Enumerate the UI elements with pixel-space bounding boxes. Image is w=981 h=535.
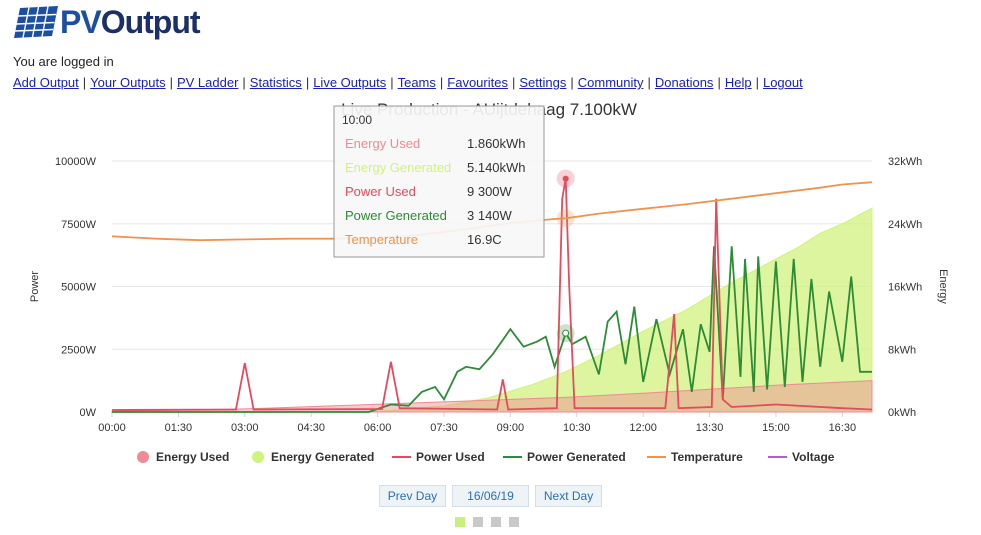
x-tick-label: 00:00 xyxy=(98,422,126,434)
nav-favourites[interactable]: Favourites xyxy=(447,75,508,90)
legend-symbol xyxy=(252,451,264,463)
nav-pv-ladder[interactable]: PV Ladder xyxy=(176,75,239,90)
pvoutput-logo[interactable]: PVOutput xyxy=(12,4,201,40)
x-tick-label: 13:30 xyxy=(696,422,724,434)
x-tick-label: 03:00 xyxy=(231,422,259,434)
nav-live-outputs[interactable]: Live Outputs xyxy=(313,75,387,90)
tooltip-value: 16.9C xyxy=(467,232,502,247)
next-day-button[interactable]: Next Day xyxy=(534,485,603,507)
x-tick-label: 09:00 xyxy=(497,422,525,434)
x-tick-label: 10:30 xyxy=(563,422,591,434)
view-selector xyxy=(455,517,519,527)
nav-logout[interactable]: Logout xyxy=(762,75,803,90)
legend-item: Power Generated xyxy=(527,450,626,464)
tooltip-label: Energy Generated xyxy=(345,160,451,175)
view-dot-3[interactable] xyxy=(491,517,501,527)
login-status: You are logged in xyxy=(13,54,114,69)
view-dot-1[interactable] xyxy=(455,517,465,527)
tooltip-value: 5.140kWh xyxy=(467,160,526,175)
tooltip-label: Power Used xyxy=(345,184,416,199)
view-dot-2[interactable] xyxy=(473,517,483,527)
nav-add-output[interactable]: Add Output xyxy=(13,75,79,90)
x-tick-label: 01:30 xyxy=(165,422,193,434)
day-pager: Prev Day 16/06/19 Next Day xyxy=(0,485,981,507)
y2-axis-title: Energy xyxy=(937,269,949,304)
hover-halo-temperature xyxy=(556,209,575,228)
prev-day-button[interactable]: Prev Day xyxy=(378,485,447,507)
x-tick-label: 12:00 xyxy=(629,422,657,434)
tooltip-value: 9 300W xyxy=(467,184,513,199)
tooltip-value: 1.860kWh xyxy=(467,136,526,151)
live-production-chart: 0W 2500W 5000W 7500W 10000W 0kWh 8kWh 16kWh 24kW… xyxy=(29,100,949,464)
current-date: 16/06/19 xyxy=(452,485,529,507)
y-tick-label: 5000W xyxy=(61,282,96,294)
tooltip-label: Temperature xyxy=(345,232,418,247)
nav-settings[interactable]: Settings xyxy=(519,75,567,90)
legend-symbol xyxy=(137,451,149,463)
y-tick-label: 7500W xyxy=(61,219,96,231)
nav-your-outputs[interactable]: Your Outputs xyxy=(90,75,166,90)
nav-teams[interactable]: Teams xyxy=(397,75,436,90)
x-tick-label: 15:00 xyxy=(762,422,790,434)
nav-help[interactable]: Help xyxy=(724,75,752,90)
y-tick-label: 0W xyxy=(80,407,97,419)
x-tick-label: 04:30 xyxy=(297,422,325,434)
tooltip-label: Energy Used xyxy=(345,136,420,151)
y2-tick-label: 8kWh xyxy=(888,344,916,356)
nav-donations[interactable]: Donations xyxy=(654,75,714,90)
x-tick-label: 06:00 xyxy=(364,422,392,434)
solar-panel-icon xyxy=(14,6,58,38)
tooltip-label: Power Generated xyxy=(345,208,447,223)
legend-item: Energy Generated xyxy=(271,450,374,464)
logo-text: PVOutput xyxy=(60,4,201,40)
main-nav: Add Output | Your Outputs | PV Ladder | Statis… xyxy=(13,75,803,90)
y-axis-title: Power xyxy=(29,271,41,303)
legend-item: Power Used xyxy=(416,450,485,464)
y2-tick-label: 0kWh xyxy=(888,407,916,419)
y2-tick-label: 24kWh xyxy=(888,219,922,231)
power-used-line xyxy=(111,178,873,411)
y2-tick-label: 16kWh xyxy=(888,282,922,294)
x-tick-label: 16:30 xyxy=(829,422,857,434)
power-generated-line xyxy=(112,246,872,413)
legend-item: Energy Used xyxy=(156,450,229,464)
y-tick-label: 10000W xyxy=(55,156,97,168)
nav-community[interactable]: Community xyxy=(577,75,644,90)
hover-point-power-generated xyxy=(562,329,570,337)
energy-used-area xyxy=(111,380,873,413)
tooltip-time: 10:00 xyxy=(342,113,372,127)
hover-point-power-used xyxy=(562,175,569,182)
y-tick-label: 2500W xyxy=(61,344,96,356)
tooltip-box xyxy=(333,105,545,258)
tooltip-value: 3 140W xyxy=(467,208,513,223)
y2-tick-label: 32kWh xyxy=(888,156,922,168)
legend-item: Voltage xyxy=(792,450,835,464)
nav-statistics[interactable]: Statistics xyxy=(249,75,302,90)
energy-generated-area xyxy=(112,207,873,413)
x-tick-label: 07:30 xyxy=(430,422,458,434)
view-dot-4[interactable] xyxy=(509,517,519,527)
legend-item: Temperature xyxy=(671,450,743,464)
